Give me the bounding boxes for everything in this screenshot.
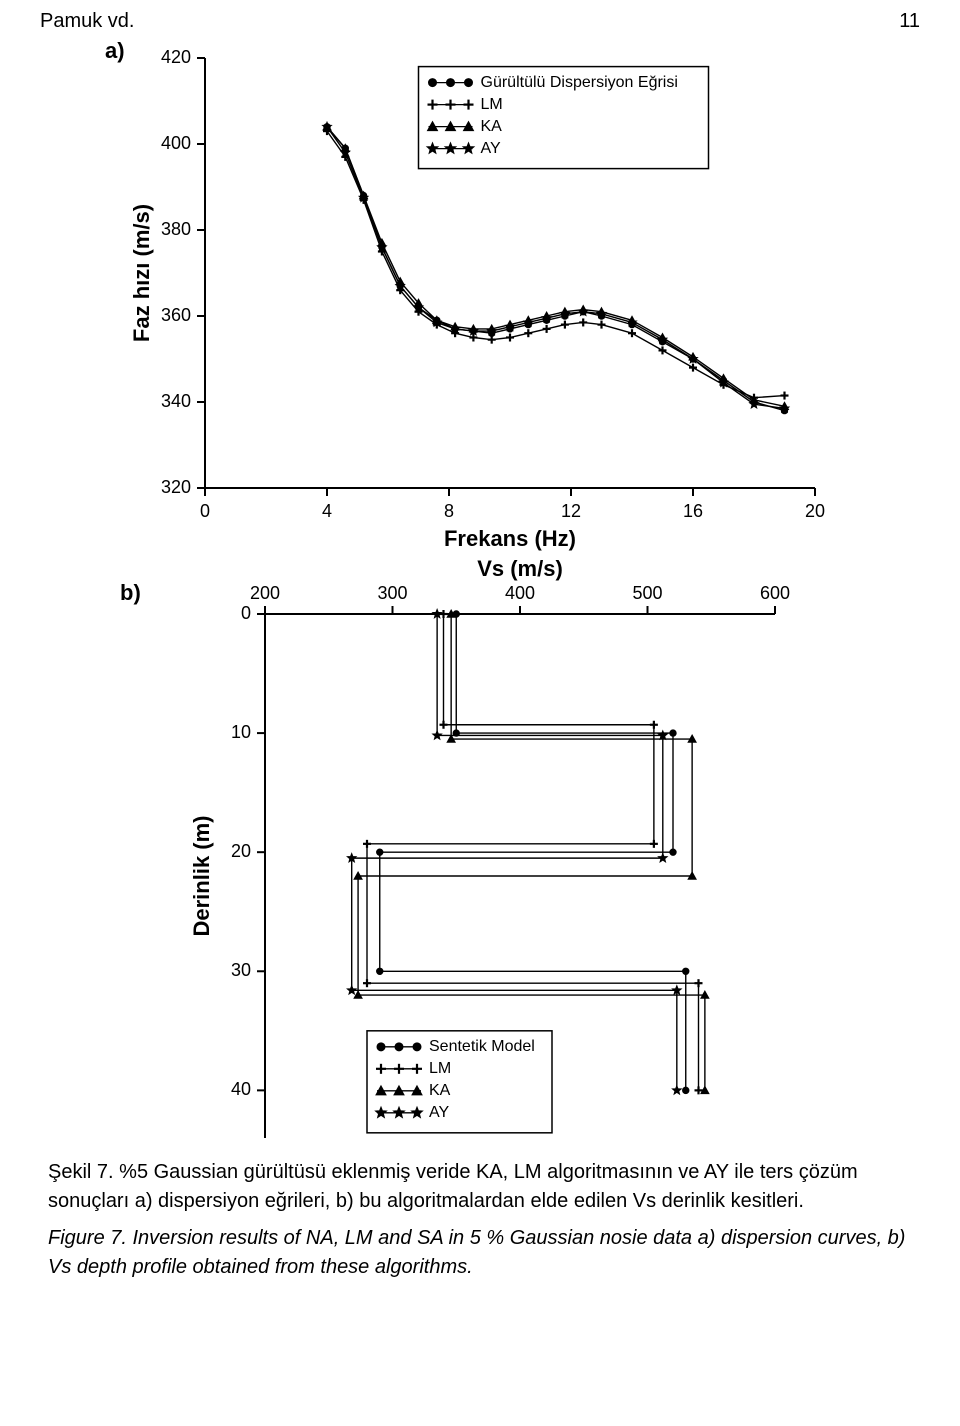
svg-text:8: 8 xyxy=(444,501,454,521)
svg-text:Frekans (Hz): Frekans (Hz) xyxy=(444,526,576,551)
svg-text:0: 0 xyxy=(241,603,251,623)
svg-text:320: 320 xyxy=(161,477,191,497)
svg-text:20: 20 xyxy=(231,841,251,861)
svg-text:Faz hızı (m/s): Faz hızı (m/s) xyxy=(129,204,154,342)
svg-text:Gürültülü Dispersiyon Eğrisi: Gürültülü Dispersiyon Eğrisi xyxy=(481,74,678,91)
svg-text:20: 20 xyxy=(805,501,825,521)
running-head: Pamuk vd. xyxy=(40,10,134,33)
svg-text:4: 4 xyxy=(322,501,332,521)
svg-text:600: 600 xyxy=(760,583,790,603)
svg-text:300: 300 xyxy=(377,583,407,603)
svg-text:30: 30 xyxy=(231,960,251,980)
svg-text:Derinlik (m): Derinlik (m) xyxy=(189,815,214,936)
svg-text:200: 200 xyxy=(250,583,280,603)
page-number: 11 xyxy=(899,10,920,33)
svg-text:420: 420 xyxy=(161,47,191,67)
svg-text:400: 400 xyxy=(505,583,535,603)
depth-profile-chart: 200 300 400 500 600 0 10 20 30 40 Vs (m/s) Derinlik… xyxy=(175,558,795,1148)
svg-text:AY: AY xyxy=(429,1104,449,1121)
svg-text:12: 12 xyxy=(561,501,581,521)
svg-text:Vs (m/s): Vs (m/s) xyxy=(477,558,563,581)
svg-text:360: 360 xyxy=(161,305,191,325)
figure-caption: Şekil 7. %5 Gaussian gürültüsü eklenmiş … xyxy=(0,1148,960,1314)
svg-text:40: 40 xyxy=(231,1079,251,1099)
panel-a-label: a) xyxy=(105,38,125,64)
svg-text:500: 500 xyxy=(632,583,662,603)
svg-text:16: 16 xyxy=(683,501,703,521)
caption-text-en: Inversion results of NA, LM and SA in 5 … xyxy=(48,1227,905,1278)
svg-text:340: 340 xyxy=(161,391,191,411)
svg-text:10: 10 xyxy=(231,722,251,742)
svg-text:380: 380 xyxy=(161,219,191,239)
svg-text:KA: KA xyxy=(481,118,503,135)
svg-text:Sentetik Model: Sentetik Model xyxy=(429,1038,535,1055)
panel-b-label: b) xyxy=(120,580,141,606)
caption-label-en: Figure 7. xyxy=(48,1227,127,1249)
svg-text:LM: LM xyxy=(481,96,503,113)
figure-area: a)048121620320340360380400420Frekans (Hz… xyxy=(0,38,960,1148)
svg-text:KA: KA xyxy=(429,1082,451,1099)
caption-label-tr: Şekil 7. xyxy=(48,1161,114,1183)
caption-text-tr: %5 Gaussian gürültüsü eklenmiş veride KA… xyxy=(48,1161,858,1212)
dispersion-chart: 0 4 8 12 16 20 320 340 360 380 400 420 Frekans (Hz) F… xyxy=(115,38,835,558)
svg-text:LM: LM xyxy=(429,1060,451,1077)
svg-text:400: 400 xyxy=(161,133,191,153)
svg-text:0: 0 xyxy=(200,501,210,521)
svg-text:AY: AY xyxy=(481,140,501,157)
